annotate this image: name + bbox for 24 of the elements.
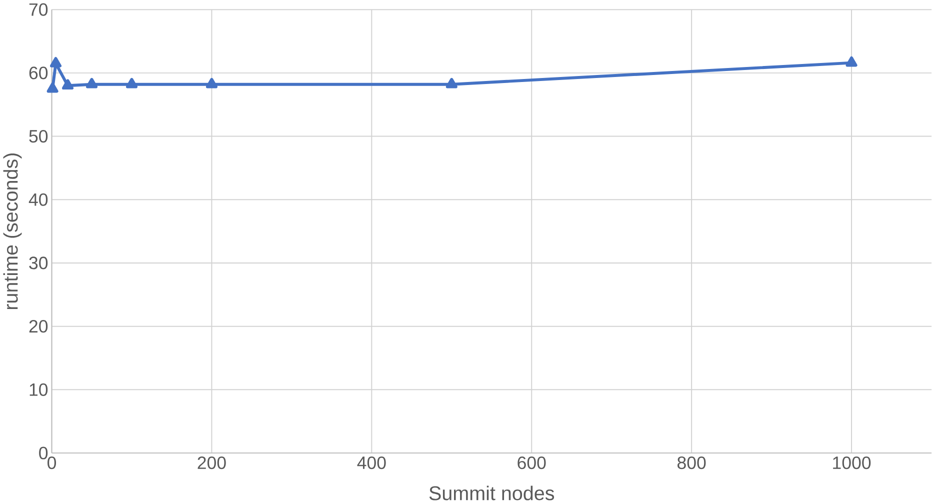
point [846, 56, 858, 67]
y-tick-label: 30 [29, 256, 48, 270]
y-tick-label: 70 [29, 4, 48, 16]
x-tick-label: 200 [198, 456, 226, 470]
x-tick-label: 0 [48, 456, 56, 470]
point [50, 57, 62, 68]
x-axis-title: Summit nodes [429, 486, 554, 500]
point [446, 78, 458, 89]
x-tick-label: 800 [678, 456, 706, 470]
point [206, 78, 218, 89]
y-tick-label: 50 [29, 130, 48, 143]
point [86, 78, 98, 89]
y-tick-label: 60 [29, 66, 48, 80]
y-axis-title: runtime (seconds) [3, 154, 22, 310]
point [62, 79, 74, 90]
y-tick-label: 20 [29, 320, 48, 333]
point [126, 78, 138, 89]
y-tick-label: 10 [30, 384, 48, 396]
y-tick-label: 0 [39, 446, 48, 460]
point [46, 82, 58, 93]
y-tick-label: 40 [28, 194, 48, 206]
x-tick-label: 1000 [833, 456, 871, 470]
x-tick-label: 400 [357, 456, 386, 470]
x-tick-label: 600 [518, 456, 546, 470]
